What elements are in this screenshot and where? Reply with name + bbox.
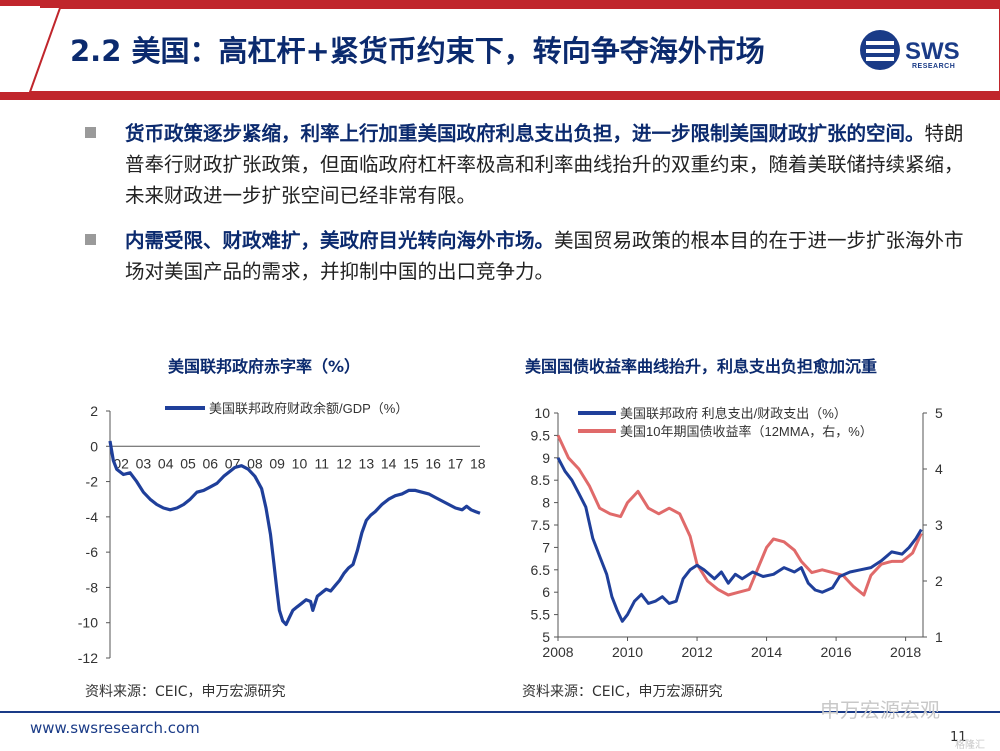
y-left-tick-label: 10 [534,405,550,421]
watermark-secondary: 格隆汇 [955,740,985,751]
x-tick-label: 09 [269,455,285,471]
bullet-bold-text: 货币政策逐步紧缩，利率上行加重美国政府利息支出负担，进一步限制美国财政扩张的空间… [125,122,925,145]
page-title: 2.2 美国：高杠杆+紧货币约束下，转向争夺海外市场 [70,34,765,68]
x-tick-label: 2016 [821,644,852,660]
y-tick-label: -8 [86,579,99,595]
x-tick-label: 14 [381,455,397,471]
footer-rule [0,711,1000,713]
footer-url[interactable]: www.swsresearch.com [30,719,200,737]
left-chart-title: 美国联邦政府赤字率（%） [168,357,361,376]
y-right-tick-label: 2 [935,573,943,589]
bullet-item: 内需受限、财政难扩，美政府目光转向海外市场。美国贸易政策的根本目的在于进一步扩张… [85,225,975,287]
legend-label: 美国联邦政府财政余额/GDP（%） [209,401,408,416]
sws-logo-icon [860,30,900,70]
x-tick-label: 15 [403,455,419,471]
bullet-item: 货币政策逐步紧缩，利率上行加重美国政府利息支出负担，进一步限制美国财政扩张的空间… [85,118,975,211]
y-left-tick-label: 5 [542,629,550,645]
x-tick-label: 08 [247,455,263,471]
x-tick-label: 03 [136,455,152,471]
page-number: 11 [950,730,967,745]
legend-label-yield: 美国10年期国债收益率（12MMA，右，%） [620,424,873,439]
right-chart: 10 9.5 9 8.5 8 7.5 7 6.5 6 5.5 5 5 4 3 2 1 2008 2010 2012 2… [531,405,943,660]
y-left-tick-label: 8.5 [531,472,551,488]
y-left-tick-label: 7.5 [531,517,551,533]
bullet-list: 货币政策逐步紧缩，利率上行加重美国政府利息支出负担，进一步限制美国财政扩张的空间… [85,118,975,301]
y-right-tick-label: 5 [935,405,943,421]
left-chart-source: 资料来源：CEIC，申万宏源研究 [85,684,286,700]
series-line-deficit [108,440,481,627]
y-tick-label: -12 [78,650,98,666]
x-tick-label: 17 [448,455,464,471]
y-left-tick-label: 6 [542,584,550,600]
right-chart-title: 美国国债收益率曲线抬升，利息支出负担愈加沉重 [525,357,878,376]
y-left-tick-label: 6.5 [531,562,551,578]
watermark-text: 申万宏源宏观 [820,698,940,722]
x-tick-label: 05 [180,455,196,471]
y-right-tick-label: 4 [935,461,943,477]
y-tick-label: 0 [90,438,98,454]
right-chart-source: 资料来源：CEIC，申万宏源研究 [522,684,723,700]
bullet-bold-text: 内需受限、财政难扩，美政府目光转向海外市场。 [125,229,555,252]
x-tick-label: 2012 [681,644,712,660]
x-tick-label: 2018 [890,644,921,660]
x-tick-label: 16 [425,455,441,471]
x-tick-label: 2008 [542,644,573,660]
bullet-square-icon [85,127,96,138]
header-decoration [0,0,1000,100]
x-tick-label: 12 [336,455,352,471]
y-left-tick-label: 9 [542,450,550,466]
x-tick-label: 13 [359,455,375,471]
y-right-tick-label: 3 [935,517,943,533]
x-tick-label: 04 [158,455,174,471]
x-tick-label: 10 [292,455,308,471]
series-line-yield [556,434,923,597]
bullet-text: 美国贸易政策的根本目的在于进一步扩张海外市场对美国产品的需求，并抑制中国的出口竞… [125,229,964,283]
x-tick-label: 06 [203,455,219,471]
y-left-tick-label: 5.5 [531,607,551,623]
y-left-tick-label: 7 [542,539,550,555]
legend-label-interest: 美国联邦政府 利息支出/财政支出（%） [620,406,847,421]
header: 2.2 美国：高杠杆+紧货币约束下，转向争夺海外市场 SWS RESEARCH [0,0,1000,100]
bullet-square-icon [85,234,96,245]
y-tick-label: 2 [90,403,98,419]
y-left-tick-label: 9.5 [531,427,551,443]
y-right-tick-label: 1 [935,629,943,645]
x-tick-label: 18 [470,455,486,471]
y-tick-label: -4 [86,509,99,525]
x-tick-label: 11 [314,455,329,471]
y-left-tick-label: 8 [542,495,550,511]
series-line-interest [556,457,923,623]
y-tick-label: -2 [86,474,99,490]
logo-subtext: RESEARCH [912,63,956,70]
bullet-text: 特朗普奉行财政扩张政策，但面临政府杠杆率极高和利率曲线抬升的双重约束，随着美联储… [125,122,964,207]
logo-text: SWS [905,38,960,65]
y-tick-label: -10 [78,615,98,631]
y-tick-label: -6 [86,544,99,560]
x-tick-label: 2014 [751,644,782,660]
x-tick-label: 2010 [612,644,643,660]
